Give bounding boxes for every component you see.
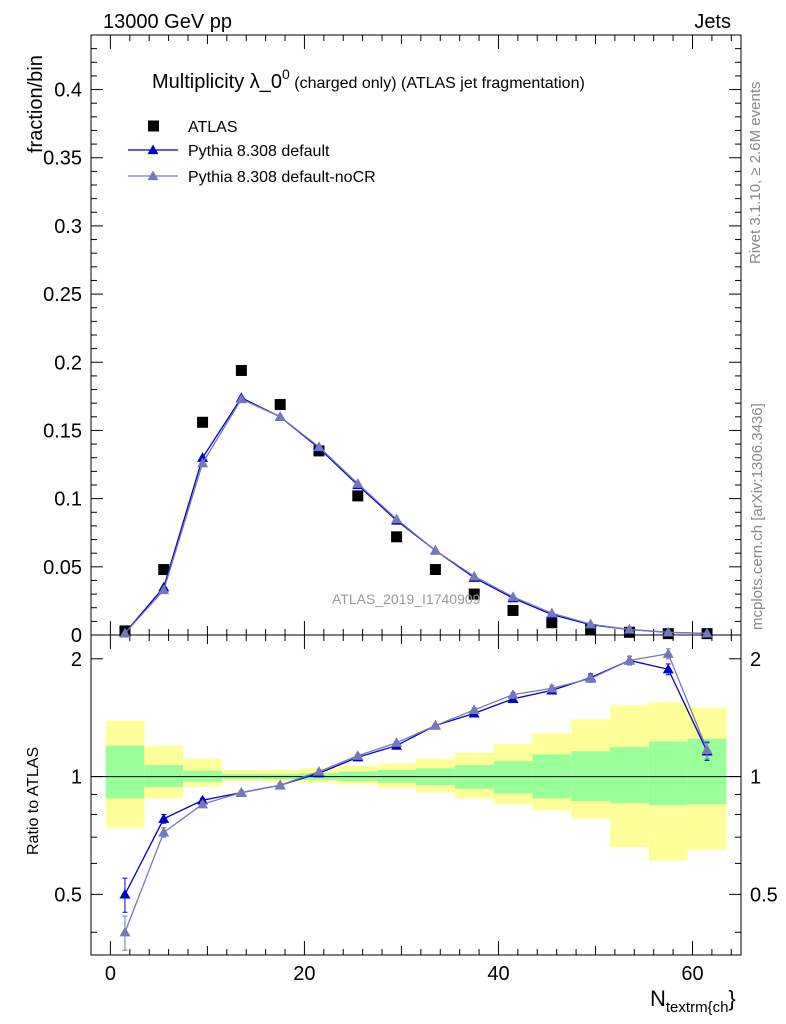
ratio-y-tick-label: 1 (71, 767, 82, 789)
ratio-point-1 (585, 673, 597, 683)
legend-marker (147, 144, 159, 155)
ratio-xlabel: Ntextrm{ch} (650, 986, 736, 1016)
data-point-2 (468, 570, 480, 581)
main-y-tick-label: 0.05 (43, 557, 82, 579)
ratio-y-tick-label-right: 0.5 (750, 884, 778, 906)
ratio-point-1 (662, 648, 674, 658)
side-text-top: Rivet 3.1.10, ≥ 2.6M events (747, 82, 764, 265)
data-point-2 (235, 393, 247, 404)
data-point-2 (352, 478, 364, 488)
ratio-xlabel-main: N (650, 986, 666, 1011)
ratio-ylabel: Ratio to ATLAS (25, 747, 42, 855)
data-point-atlas (274, 399, 286, 411)
legend-label: Pythia 8.308 default-noCR (188, 169, 376, 186)
header-left: 13000 GeV pp (103, 11, 232, 33)
data-point-atlas (197, 416, 209, 428)
ratio-point-1 (701, 744, 713, 755)
plot-title: Multiplicity λ_00 (charged only) (ATLAS … (152, 66, 585, 93)
ratio-point-1 (235, 787, 247, 797)
legend-label: ATLAS (188, 119, 238, 136)
main-panel-series (119, 364, 713, 640)
legend-label: Pythia 8.308 default (188, 143, 330, 160)
ratio-y-tick-label-right: 2 (750, 649, 761, 671)
main-y-tick-label: 0.2 (54, 352, 82, 374)
ratio-y-tick-label-right: 1 (750, 767, 761, 789)
x-tick-label: 40 (487, 963, 509, 985)
header-right: Jets (694, 11, 731, 33)
data-point-atlas (468, 588, 480, 600)
data-point-2 (662, 626, 674, 637)
data-point-atlas (429, 564, 441, 576)
data-point-2 (197, 457, 209, 468)
main-y-tick-label: 0.15 (43, 420, 82, 442)
data-point-2 (585, 618, 597, 629)
data-point-2 (623, 624, 635, 634)
ratio-point-0 (662, 663, 674, 674)
ratio-point-1 (391, 737, 403, 747)
ratio-panel-frame (90, 634, 742, 956)
data-point-2 (701, 627, 713, 638)
band-green (493, 761, 533, 794)
ratio-point-0 (119, 888, 131, 899)
main-y-tick-label: 0.3 (54, 216, 82, 238)
data-point-atlas (352, 490, 364, 502)
band-green (105, 745, 145, 799)
series-line-2 (124, 398, 708, 635)
main-y-tick-label: 0.35 (43, 148, 82, 170)
x-tick-label: 20 (293, 963, 315, 985)
ratio-point-1 (158, 826, 170, 837)
ratio-point-0 (158, 813, 170, 823)
ratio-point-1 (507, 689, 519, 699)
ratio-point-1 (429, 720, 441, 730)
ratio-panel-series (119, 648, 713, 951)
data-point-2 (274, 411, 286, 421)
data-point-2 (158, 584, 170, 595)
ratio-point-1 (313, 766, 325, 776)
axis-ticks: 00.050.10.150.20.250.30.350.40 20 40 600.5 0… (43, 34, 778, 985)
ratio-point-1 (468, 704, 480, 715)
ratio-line-1 (124, 653, 708, 933)
data-point-atlas (507, 604, 519, 616)
main-ylabel: fraction/bin (25, 55, 47, 153)
main-y-tick-label: 0.4 (54, 80, 82, 102)
x-tick-label: 60 (681, 963, 703, 985)
data-point-2 (429, 544, 441, 555)
ratio-point-1 (119, 926, 131, 937)
plot-title-sup: 0 (282, 66, 290, 82)
band-green (648, 741, 688, 806)
legend: ATLAS Pythia 8.308 default Pythia 8.308 de… (128, 119, 376, 186)
data-point-atlas (158, 564, 170, 576)
watermark: ATLAS_2019_I1740909 (332, 591, 481, 607)
ratio-point-1 (352, 750, 364, 760)
plot-title-rest: (charged only) (ATLAS jet fragmentation) (290, 75, 585, 92)
data-point-2 (391, 513, 403, 524)
ratio-point-1 (623, 654, 635, 665)
plot-title-main: Multiplicity λ_0 (152, 71, 282, 93)
ratio-point-1 (197, 798, 209, 809)
ratio-point-1 (546, 682, 558, 693)
data-point-atlas (235, 364, 247, 376)
main-y-tick-label: 0.25 (43, 284, 82, 306)
ratio-xlabel-close: } (728, 986, 735, 1011)
main-y-tick-label: 0.1 (54, 489, 82, 511)
ratio-uncertainty-bands (91, 702, 741, 861)
legend-marker-atlas (148, 120, 159, 132)
band-green (610, 747, 649, 804)
data-point-2 (119, 627, 131, 638)
main-y-tick-label: 0 (71, 625, 82, 647)
x-tick-label: 0 (105, 963, 116, 985)
data-point-2 (507, 591, 519, 601)
legend-marker (147, 170, 159, 181)
data-point-2 (313, 441, 325, 451)
data-point-atlas (546, 617, 558, 629)
side-text-bottom: mcplots.cern.ch [arXiv:1306.3436] (749, 403, 766, 630)
data-point-2 (546, 607, 558, 618)
ratio-y-tick-label: 2 (71, 649, 82, 671)
ratio-y-tick-label: 0.5 (54, 884, 82, 906)
data-point-atlas (585, 624, 597, 636)
data-point-atlas (391, 531, 403, 543)
ratio-point-1 (274, 779, 286, 790)
ratio-xlabel-sub: textrm{ch (666, 999, 729, 1016)
